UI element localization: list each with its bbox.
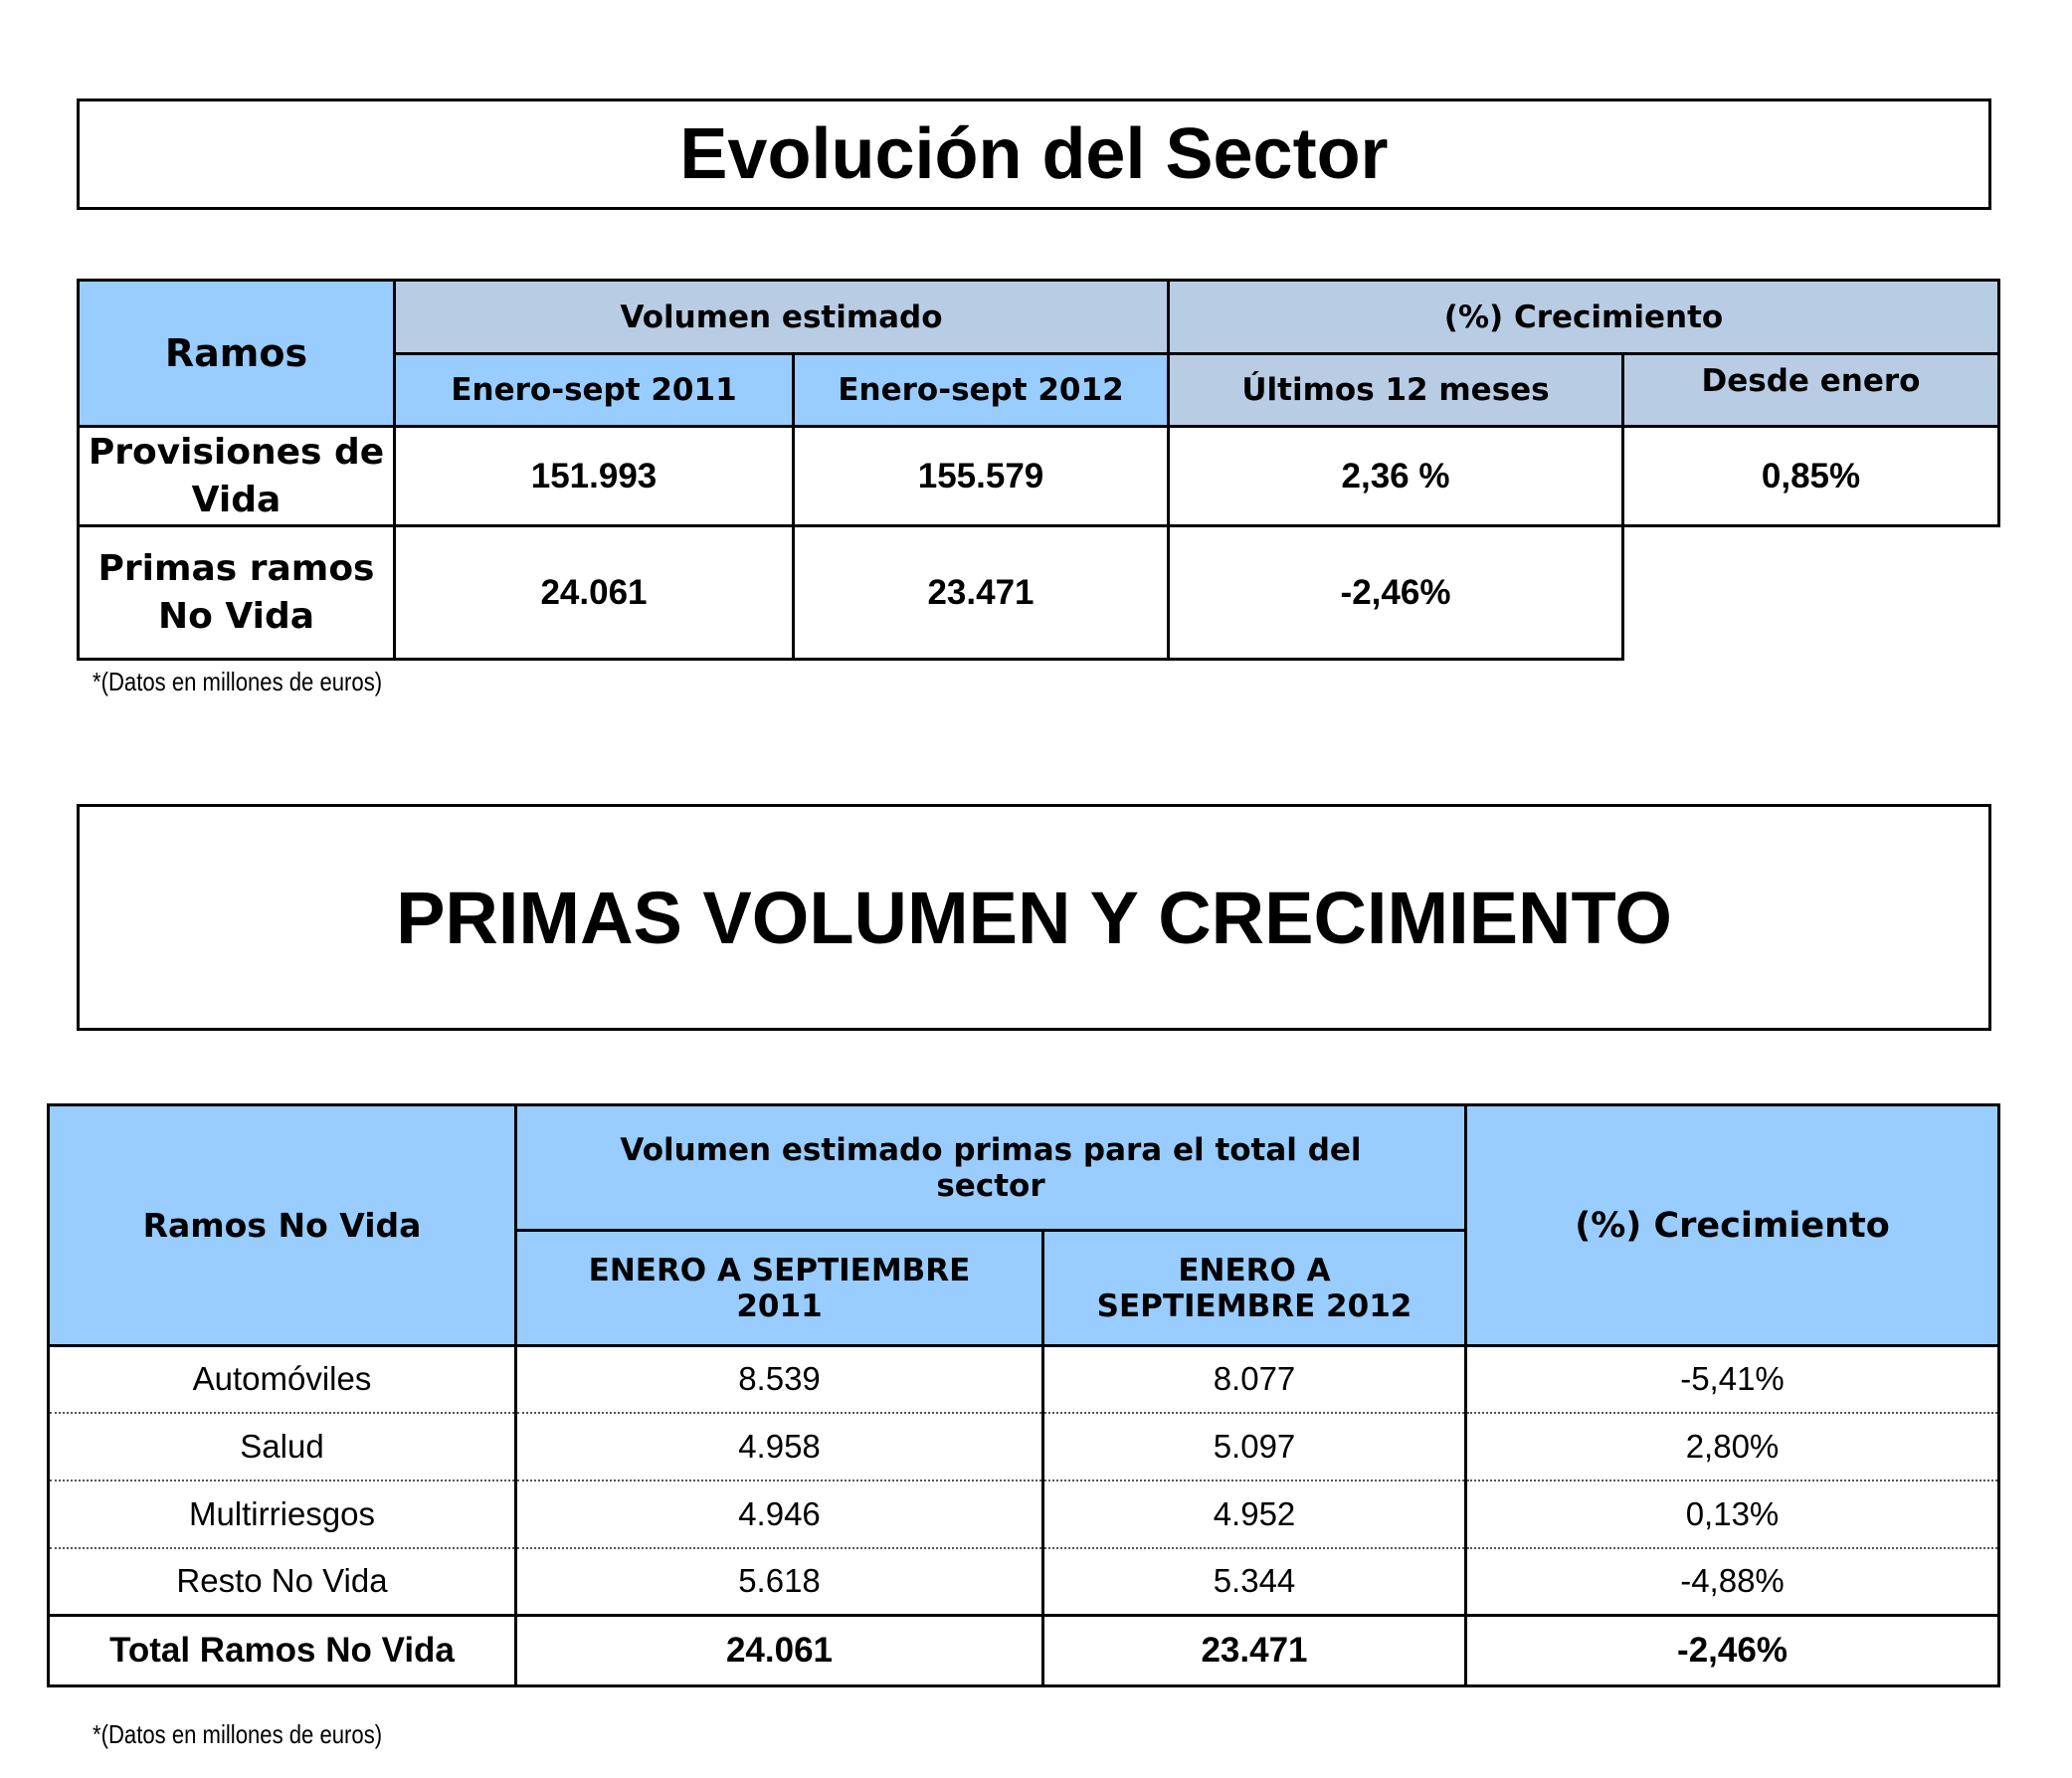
- row-label: Salud: [47, 1411, 517, 1482]
- table-row: Provisiones de Vida 151.993 155.579 2,36…: [77, 425, 2000, 527]
- value-crecimiento: -5,41%: [1464, 1344, 2000, 1414]
- total-2011: 24.061: [514, 1614, 1044, 1687]
- table-row: Primas ramos No Vida 24.061 23.471 -2,46…: [77, 524, 1999, 661]
- header-enero-sept-2011: Enero-sept 2011: [393, 352, 795, 428]
- header-crecimiento: (%) Crecimiento: [1464, 1103, 2000, 1347]
- footnote: *(Datos en millones de euros): [93, 667, 383, 696]
- table-row: Multirriesgos 4.946 4.952 0,13%: [47, 1479, 2000, 1549]
- value-2012: 4.952: [1041, 1479, 1467, 1549]
- table-row: Automóviles 8.539 8.077 -5,41%: [47, 1344, 2000, 1414]
- header-volumen-estimado-primas: Volumen estimado primas para el total de…: [514, 1103, 1467, 1232]
- total-label: Total Ramos No Vida: [47, 1614, 517, 1687]
- header-ramos-no-vida: Ramos No Vida: [47, 1103, 517, 1347]
- value-2011: 8.539: [514, 1344, 1044, 1414]
- header-enero-septiembre-2012: ENERO A SEPTIEMBRE 2012: [1041, 1229, 1467, 1347]
- header-volumen-estimado: Volumen estimado: [393, 279, 1170, 355]
- evolucion-sector-table: Ramos Volumen estimado (%) Crecimiento E…: [77, 279, 2000, 661]
- row-label: Multirriesgos: [47, 1479, 517, 1549]
- value-2011: 4.946: [514, 1479, 1044, 1549]
- row-label: Provisiones de Vida: [77, 425, 396, 527]
- value-crecimiento: -4,88%: [1464, 1546, 2000, 1617]
- total-crecimiento: -2,46%: [1464, 1614, 2000, 1687]
- row-label: Automóviles: [47, 1344, 517, 1414]
- value-ultimos-12-meses: 2,36 %: [1167, 425, 1624, 527]
- value-2011: 151.993: [393, 425, 795, 527]
- table-row: Resto No Vida 5.618 5.344 -4,88%: [47, 1546, 2000, 1617]
- header-ramos: Ramos: [77, 279, 396, 428]
- value-ultimos-12-meses: -2,46%: [1167, 524, 1624, 661]
- total-2012: 23.471: [1041, 1614, 1467, 1687]
- title-primas-volumen-crecimiento: PRIMAS VOLUMEN Y CRECIMIENTO: [77, 804, 1991, 1031]
- header-desde-enero: Desde enero: [1621, 352, 2000, 428]
- row-label: Resto No Vida: [47, 1546, 517, 1617]
- total-row: Total Ramos No Vida 24.061 23.471 -2,46%: [47, 1614, 2000, 1687]
- title-evolucion-del-sector: Evolución del Sector: [77, 99, 1991, 210]
- primas-volumen-table: Ramos No Vida Volumen estimado primas pa…: [47, 1103, 2000, 1687]
- table-row: Salud 4.958 5.097 2,80%: [47, 1411, 2000, 1482]
- value-2011: 4.958: [514, 1411, 1044, 1482]
- header-enero-sept-2012: Enero-sept 2012: [792, 352, 1170, 428]
- header-crecimiento: (%) Crecimiento: [1167, 279, 2000, 355]
- header-enero-septiembre-2011: ENERO A SEPTIEMBRE 2011: [514, 1229, 1044, 1347]
- value-crecimiento: 0,13%: [1464, 1479, 2000, 1549]
- value-2012: 155.579: [792, 425, 1170, 527]
- value-2012: 5.097: [1041, 1411, 1467, 1482]
- value-2012: 5.344: [1041, 1546, 1467, 1617]
- header-ultimos-12-meses: Últimos 12 meses: [1167, 352, 1624, 428]
- empty-cell: [1622, 524, 1999, 660]
- value-2011: 5.618: [514, 1546, 1044, 1617]
- value-2011: 24.061: [393, 524, 795, 661]
- row-label: Primas ramos No Vida: [77, 524, 396, 661]
- value-2012: 8.077: [1041, 1344, 1467, 1414]
- footnote: *(Datos en millones de euros): [93, 1719, 383, 1749]
- value-2012: 23.471: [792, 524, 1170, 661]
- value-crecimiento: 2,80%: [1464, 1411, 2000, 1482]
- value-desde-enero: 0,85%: [1621, 425, 2000, 527]
